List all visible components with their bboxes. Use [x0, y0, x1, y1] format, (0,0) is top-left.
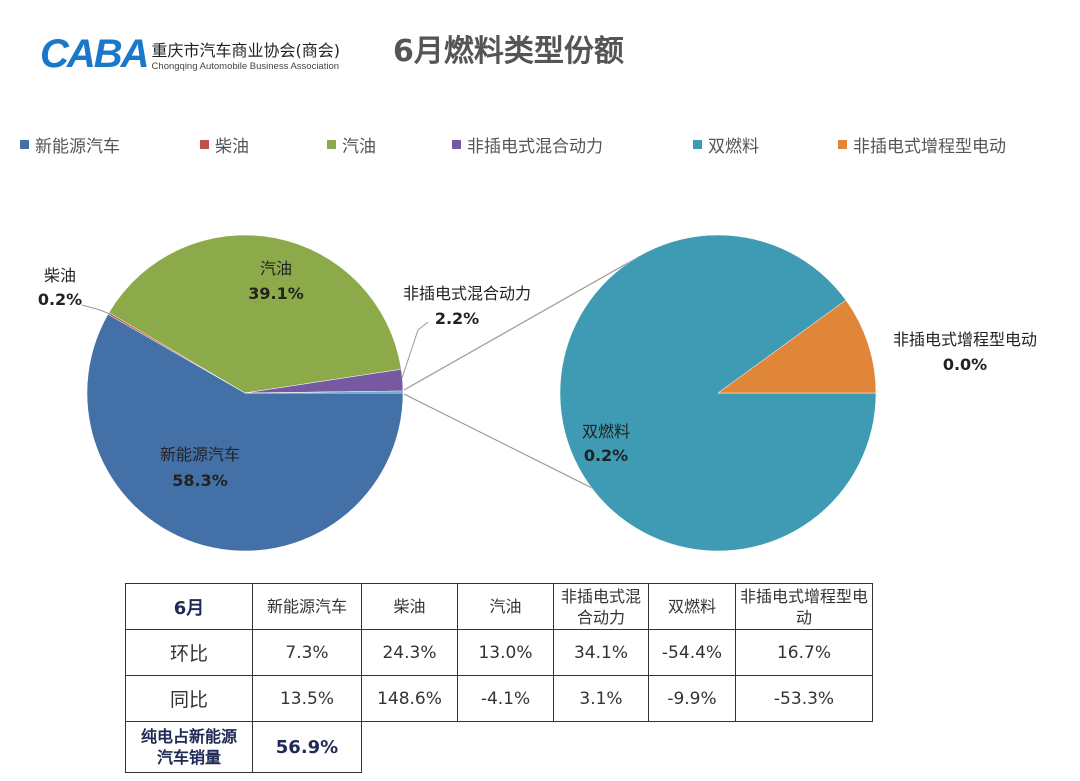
logo: CABA 重庆市汽车商业协会(商会) Chongqing Automobile …: [40, 32, 340, 77]
table-cell: -53.3%: [735, 675, 873, 722]
table-cell: 16.7%: [735, 629, 873, 676]
legend-swatch: [200, 140, 209, 149]
legend-label: 汽油: [342, 137, 376, 157]
data-label: 0.0%: [943, 355, 987, 374]
data-label: 58.3%: [172, 471, 228, 490]
table-cell: -4.1%: [457, 675, 554, 722]
leader-line: [401, 321, 429, 379]
pie-slice: [108, 234, 402, 394]
data-label: 新能源汽车: [160, 445, 240, 464]
legend-item: 双燃料: [693, 132, 759, 157]
table-row: 环比 7.3% 24.3% 13.0% 34.1% -54.4% 16.7%: [125, 629, 873, 676]
pie-slice: [86, 313, 404, 552]
legend-item: 非插电式增程型电动: [838, 132, 1006, 157]
table-cell: 13.5%: [252, 675, 362, 722]
legend-label: 新能源汽车: [35, 137, 120, 157]
table-header: 6月: [125, 583, 253, 630]
data-label: 39.1%: [248, 284, 304, 303]
leader-line: [81, 304, 111, 315]
table-cell: 148.6%: [361, 675, 458, 722]
table-cell: 纯电占新能源汽车销量: [125, 721, 253, 773]
data-label: 0.2%: [38, 290, 82, 309]
connector-line: [403, 255, 641, 391]
data-label: 柴油: [44, 266, 76, 285]
legend-label: 非插电式混合动力: [467, 137, 603, 157]
legend-label: 非插电式增程型电动: [853, 137, 1006, 157]
legend-swatch: [327, 140, 336, 149]
table-cell: 7.3%: [252, 629, 362, 676]
legend-item: 非插电式混合动力: [452, 132, 603, 157]
table-header: 非插电式混合动力: [553, 583, 649, 630]
table-cell: 34.1%: [553, 629, 649, 676]
table-row: 纯电占新能源汽车销量 56.9%: [125, 721, 873, 773]
table-cell: -54.4%: [648, 629, 736, 676]
legend-label: 双燃料: [708, 137, 759, 157]
legend-swatch: [838, 140, 847, 149]
legend-swatch: [20, 140, 29, 149]
chart-title: 6月燃料类型份额: [393, 34, 624, 69]
table-cell: -9.9%: [648, 675, 736, 722]
pie-slice: [244, 390, 404, 394]
table-cell: 环比: [125, 629, 253, 676]
logo-mark: CABA: [40, 32, 150, 76]
legend-swatch: [693, 140, 702, 149]
table-cell: 3.1%: [553, 675, 649, 722]
table-header: 新能源汽车: [252, 583, 362, 630]
legend-item: 柴油: [200, 132, 249, 157]
stats-table: 6月 新能源汽车 柴油 汽油 非插电式混合动力 双燃料 非插电式增程型电动 环比…: [125, 583, 873, 773]
legend-item: 汽油: [327, 132, 376, 157]
table-header: 双燃料: [648, 583, 736, 630]
data-label: 汽油: [260, 259, 292, 278]
legend-swatch: [452, 140, 461, 149]
legend-label: 柴油: [215, 137, 249, 157]
table-cell: 56.9%: [252, 721, 362, 773]
logo-cn: 重庆市汽车商业协会(商会): [151, 41, 341, 60]
table-header: 非插电式增程型电动: [735, 583, 873, 630]
data-label: 非插电式混合动力: [403, 284, 531, 303]
table-header: 柴油: [361, 583, 458, 630]
table-header-row: 6月 新能源汽车 柴油 汽油 非插电式混合动力 双燃料 非插电式增程型电动: [125, 583, 873, 630]
data-label: 双燃料: [582, 422, 630, 441]
table-cell: 13.0%: [457, 629, 554, 676]
pie-slice: [717, 299, 877, 394]
logo-en: Chongqing Automobile Business Associatio…: [151, 61, 340, 72]
data-label: 2.2%: [435, 309, 479, 328]
data-label: 0.2%: [584, 446, 628, 465]
data-label: 非插电式增程型电动: [893, 330, 1037, 349]
table-cell: 24.3%: [361, 629, 458, 676]
table-header: 汽油: [457, 583, 554, 630]
table-cell: 同比: [125, 675, 253, 722]
table-row: 同比 13.5% 148.6% -4.1% 3.1% -9.9% -53.3%: [125, 675, 873, 722]
legend-item: 新能源汽车: [20, 132, 120, 157]
